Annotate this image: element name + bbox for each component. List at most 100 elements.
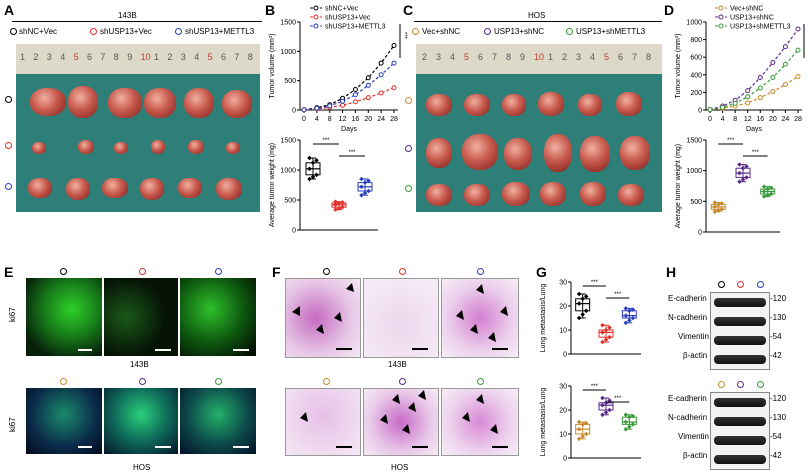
wb2-label-3: Vimentin: [678, 432, 709, 441]
ruler-number: 3: [180, 52, 186, 62]
ki67-image-6: [180, 388, 256, 454]
y-tick-label: 1500: [280, 20, 296, 27]
data-point: [765, 192, 770, 198]
ruler-number: 5: [464, 52, 470, 62]
data-point: [740, 165, 746, 171]
data-point: [362, 190, 368, 196]
data-point: [630, 413, 636, 419]
data-point: [740, 177, 746, 182]
data-point: [795, 74, 801, 80]
y-tick-label: 600: [690, 55, 702, 62]
data-point: [770, 74, 776, 80]
data-point: [301, 107, 307, 113]
legend-marker-red: [90, 28, 97, 35]
ruler-number: 3: [436, 52, 442, 62]
data-point: [627, 318, 632, 323]
he-lung-4: [285, 388, 361, 456]
ruler-number: 5: [604, 52, 610, 62]
ruler-number: 3: [576, 52, 582, 62]
data-point: [630, 307, 636, 312]
wb1-label-4: β-actin: [683, 351, 708, 360]
data-point: [583, 431, 589, 437]
data-point: [707, 107, 713, 113]
y-tick-label: 30: [559, 280, 567, 287]
x-tick-label: 24: [782, 116, 790, 123]
panel-a-legend-3: shUSP13+METTL3: [185, 27, 255, 36]
legend-marker: [313, 14, 319, 20]
panel-a-title-rule: [12, 21, 262, 22]
data-point: [580, 312, 585, 317]
data-point: [352, 99, 358, 105]
data-point: [712, 209, 718, 215]
ruler-number: 5: [73, 52, 79, 62]
y-tick-label: 800: [690, 37, 702, 44]
data-point: [623, 306, 629, 311]
data-point: [782, 61, 788, 67]
y-tick-label: 500: [690, 199, 702, 206]
panel-label-h: H: [666, 264, 677, 280]
ki67-image-5: [104, 388, 178, 454]
wb2-kda-2: -130: [770, 413, 787, 422]
x-tick-label: 8: [328, 116, 332, 123]
data-point: [378, 60, 384, 66]
row-marker-orange: [405, 97, 412, 104]
ruler-number: 4: [590, 52, 596, 62]
ruler-number: 9: [127, 52, 133, 62]
legend-label: USP13+shNC: [730, 15, 774, 22]
panel-c-title-rule: [414, 21, 662, 22]
data-point: [366, 178, 371, 184]
data-point: [627, 424, 632, 430]
data-point: [359, 176, 364, 182]
panel-label-b: B: [265, 2, 276, 18]
panel-label-c: C: [403, 2, 414, 18]
data-point: [737, 162, 742, 167]
x-tick-label: 0: [302, 116, 306, 123]
legend-label: USP13+shMETTL3: [730, 24, 791, 31]
ki67-image-4: [26, 388, 102, 454]
data-point: [757, 74, 763, 80]
data-point: [314, 172, 319, 178]
data-point: [580, 296, 585, 302]
data-point: [732, 100, 738, 106]
panel-c-legend-1: Vec+shNC: [422, 27, 461, 36]
wb1-kda-4: -42: [770, 351, 782, 360]
data-point: [340, 200, 345, 205]
x-tick-label: 12: [339, 116, 347, 123]
data-point: [580, 434, 585, 439]
data-point: [600, 395, 605, 401]
legend-label: shUSP13+METTL3: [325, 24, 386, 31]
data-point: [307, 155, 312, 161]
sig-label: ***: [614, 292, 622, 298]
ruler-number: 6: [618, 52, 624, 62]
panel-a-title: 143B: [118, 11, 137, 20]
data-point: [576, 436, 582, 442]
y-tick-label: 30: [559, 384, 567, 391]
wb1-kda-2: -130: [770, 313, 787, 322]
legend-marker: [313, 5, 319, 11]
panel-label-a: A: [4, 2, 15, 18]
ruler: 1 2 3 4 5 6 7 8 9 10 1 2 3 4 5 6 7 8: [16, 44, 260, 74]
ruler-number: 1: [20, 52, 26, 62]
data-point: [623, 320, 629, 326]
data-point: [378, 72, 384, 78]
legend-marker-green: [566, 28, 573, 35]
ruler-number: 3: [46, 52, 52, 62]
data-point: [744, 175, 749, 180]
data-point: [795, 47, 801, 53]
data-point: [600, 322, 605, 328]
data-point: [607, 325, 612, 330]
data-point: [757, 85, 763, 91]
data-point: [607, 334, 612, 340]
data-point: [336, 200, 342, 206]
ki67-image-2: [104, 278, 178, 356]
data-point: [576, 291, 582, 297]
y-tick-label: 500: [284, 198, 296, 205]
y-tick-label: 20: [559, 408, 567, 415]
data-point: [745, 100, 751, 106]
data-point: [365, 75, 371, 81]
data-point: [340, 98, 346, 104]
data-point: [761, 189, 767, 194]
legend-label: shNC+Vec: [325, 6, 359, 13]
y-tick-label: 10: [559, 328, 567, 335]
data-point: [314, 105, 320, 111]
